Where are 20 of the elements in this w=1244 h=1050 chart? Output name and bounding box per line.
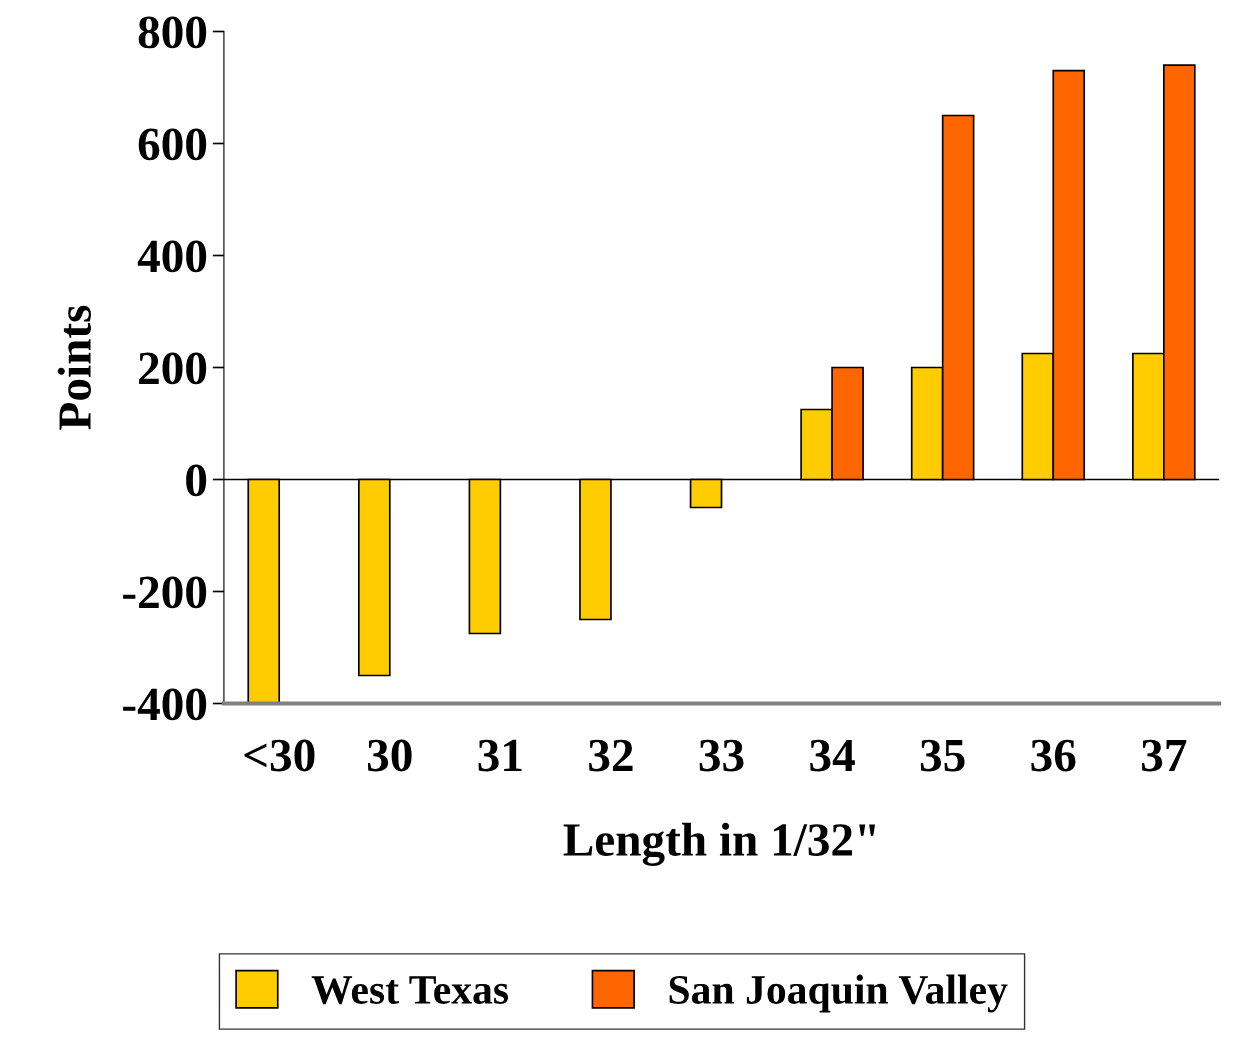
y-tick-label: -200	[123, 576, 207, 609]
x-tick-label: 36	[1031, 739, 1076, 772]
x-tick-label: 31	[478, 739, 522, 772]
y-axis-title: Points	[57, 305, 91, 430]
x-tick-label: 34	[810, 739, 855, 772]
x-tick-label: 30	[367, 739, 412, 772]
x-tick-label: <30	[244, 739, 315, 772]
y-tick-label: 0	[186, 464, 207, 497]
x-tick-label: 32	[589, 739, 633, 772]
y-tick-label: 400	[137, 240, 207, 273]
y-tick-label: 600	[138, 128, 207, 161]
y-tick-label: -400	[123, 688, 207, 721]
y-tick-label: 800	[138, 16, 207, 49]
legend-label: West Texas	[311, 976, 509, 1005]
legend-label: San Joaquin Valley	[669, 974, 1008, 1013]
y-tick-label: 200	[139, 352, 207, 385]
x-tick-label: 33	[699, 739, 744, 772]
x-tick-label: 35	[920, 739, 965, 772]
x-tick-label: 37	[1142, 739, 1187, 772]
x-axis-title: Length in 1/32"	[563, 822, 876, 866]
